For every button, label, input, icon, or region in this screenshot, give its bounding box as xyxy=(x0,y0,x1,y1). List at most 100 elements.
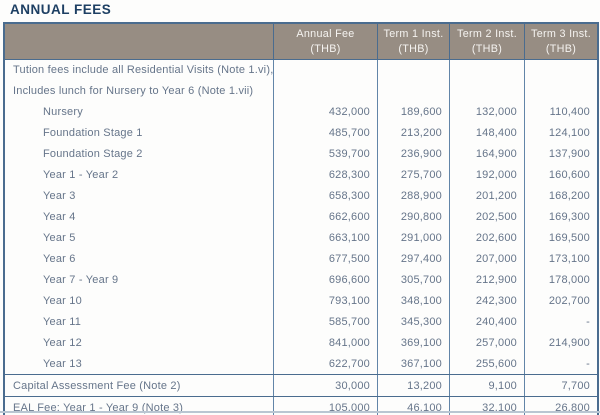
term1-cell: 291,000 xyxy=(377,227,449,248)
header-cell-term1: Term 1 Inst. (THB) xyxy=(377,24,449,59)
header-label: Term 2 Inst. xyxy=(457,28,517,41)
fee-row: Year 12 841,000 369,100 257,000 214,900 xyxy=(5,332,597,353)
fee-row: Nursery 432,000 189,600 132,000 110,400 xyxy=(5,101,597,122)
term2-cell: 9,100 xyxy=(449,375,524,396)
row-label: Nursery xyxy=(43,105,83,118)
term1-cell: 369,100 xyxy=(377,332,449,353)
fee-row: Year 3 658,300 288,900 201,200 168,200 xyxy=(5,185,597,206)
empty-cell xyxy=(377,60,449,101)
term3-cell: 160,600 xyxy=(524,164,597,185)
term3-cell: 124,100 xyxy=(524,122,597,143)
bottom-divider xyxy=(0,411,600,413)
term3-cell: 168,200 xyxy=(524,185,597,206)
annual-fee-cell: 696,600 xyxy=(273,269,377,290)
row-label: Foundation Stage 2 xyxy=(43,147,143,160)
term1-cell: 290,800 xyxy=(377,206,449,227)
term1-cell: 297,400 xyxy=(377,248,449,269)
term1-cell: 213,200 xyxy=(377,122,449,143)
term2-cell: 148,400 xyxy=(449,122,524,143)
term2-cell: 202,600 xyxy=(449,227,524,248)
row-label: Year 1 - Year 2 xyxy=(43,168,119,181)
header-cell-empty xyxy=(5,24,273,59)
fee-row: Year 10 793,100 348,100 242,300 202,700 xyxy=(5,290,597,311)
term2-cell: 32,100 xyxy=(449,397,524,415)
fee-row: Year 13 622,700 367,100 255,600 - xyxy=(5,353,597,374)
table-header-row: Annual Fee (THB) Term 1 Inst. (THB) Term… xyxy=(5,24,597,60)
fee-row: Year 5 663,100 291,000 202,600 169,500 xyxy=(5,227,597,248)
term3-cell: 169,500 xyxy=(524,227,597,248)
term1-cell: 275,700 xyxy=(377,164,449,185)
tuition-note-line2: Includes lunch for Nursery to Year 6 (No… xyxy=(13,84,254,97)
term3-cell: 202,700 xyxy=(524,290,597,311)
term2-cell: 240,400 xyxy=(449,311,524,332)
header-unit: (THB) xyxy=(310,42,341,55)
annual-fee-cell: 585,700 xyxy=(273,311,377,332)
term2-cell: 164,900 xyxy=(449,143,524,164)
fees-table: Annual Fee (THB) Term 1 Inst. (THB) Term… xyxy=(3,22,599,415)
term3-cell: 173,100 xyxy=(524,248,597,269)
fee-row: Foundation Stage 2 539,700 236,900 164,9… xyxy=(5,143,597,164)
empty-cell xyxy=(273,60,377,101)
term2-cell: 255,600 xyxy=(449,353,524,374)
data-rows-container: Nursery 432,000 189,600 132,000 110,400 … xyxy=(5,101,597,374)
term1-cell: 345,300 xyxy=(377,311,449,332)
header-unit: (THB) xyxy=(545,42,577,55)
header-label: Annual Fee xyxy=(296,28,355,41)
row-label: Year 7 - Year 9 xyxy=(43,273,119,286)
annual-fee-cell: 628,300 xyxy=(273,164,377,185)
header-label: Term 3 Inst. xyxy=(531,28,591,41)
empty-cell xyxy=(449,60,524,101)
fee-row: Year 11 585,700 345,300 240,400 - xyxy=(5,311,597,332)
term1-cell: 305,700 xyxy=(377,269,449,290)
row-label: EAL Fee: Year 1 - Year 9 (Note 3) xyxy=(13,401,184,414)
footer-rows-container: Capital Assessment Fee (Note 2) 30,000 1… xyxy=(5,374,597,415)
term3-cell: 169,300 xyxy=(524,206,597,227)
term3-cell: 178,000 xyxy=(524,269,597,290)
annual-fee-cell: 663,100 xyxy=(273,227,377,248)
fee-row: Capital Assessment Fee (Note 2) 30,000 1… xyxy=(5,374,597,396)
annual-fee-cell: 662,600 xyxy=(273,206,377,227)
tuition-note-line1: Tution fees include all Residential Visi… xyxy=(13,64,273,77)
term3-cell: - xyxy=(524,311,597,332)
fee-row: Year 1 - Year 2 628,300 275,700 192,000 … xyxy=(5,164,597,185)
row-label: Year 12 xyxy=(43,336,82,349)
annual-fee-cell: 677,500 xyxy=(273,248,377,269)
annual-fee-cell: 485,700 xyxy=(273,122,377,143)
annual-fee-cell: 30,000 xyxy=(273,375,377,396)
row-label: Year 13 xyxy=(43,357,82,370)
row-label: Capital Assessment Fee (Note 2) xyxy=(13,379,181,392)
term2-cell: 207,000 xyxy=(449,248,524,269)
term2-cell: 242,300 xyxy=(449,290,524,311)
empty-cell xyxy=(524,60,597,101)
term1-cell: 46,100 xyxy=(377,397,449,415)
header-label: Term 1 Inst. xyxy=(383,28,444,41)
term1-cell: 236,900 xyxy=(377,143,449,164)
term1-cell: 189,600 xyxy=(377,101,449,122)
header-cell-term3: Term 3 Inst. (THB) xyxy=(524,24,597,59)
term2-cell: 257,000 xyxy=(449,332,524,353)
page-title: ANNUAL FEES xyxy=(10,2,112,17)
header-cell-annual-fee: Annual Fee (THB) xyxy=(273,24,377,59)
term1-cell: 367,100 xyxy=(377,353,449,374)
header-unit: (THB) xyxy=(471,42,503,55)
annual-fee-cell: 793,100 xyxy=(273,290,377,311)
term2-cell: 202,500 xyxy=(449,206,524,227)
row-label: Foundation Stage 1 xyxy=(43,126,143,139)
header-unit: (THB) xyxy=(398,42,429,55)
term2-cell: 192,000 xyxy=(449,164,524,185)
header-cell-term2: Term 2 Inst. (THB) xyxy=(449,24,524,59)
term3-cell: 26,800 xyxy=(524,397,597,415)
term1-cell: 13,200 xyxy=(377,375,449,396)
annual-fee-cell: 432,000 xyxy=(273,101,377,122)
term1-cell: 348,100 xyxy=(377,290,449,311)
annual-fee-cell: 105,000 xyxy=(273,397,377,415)
term3-cell: 214,900 xyxy=(524,332,597,353)
term2-cell: 201,200 xyxy=(449,185,524,206)
term2-cell: 212,900 xyxy=(449,269,524,290)
term3-cell: 137,900 xyxy=(524,143,597,164)
row-label: Year 5 xyxy=(43,231,76,244)
term1-cell: 288,900 xyxy=(377,185,449,206)
term3-cell: 7,700 xyxy=(524,375,597,396)
fee-row: EAL Fee: Year 1 - Year 9 (Note 3) 105,00… xyxy=(5,396,597,415)
